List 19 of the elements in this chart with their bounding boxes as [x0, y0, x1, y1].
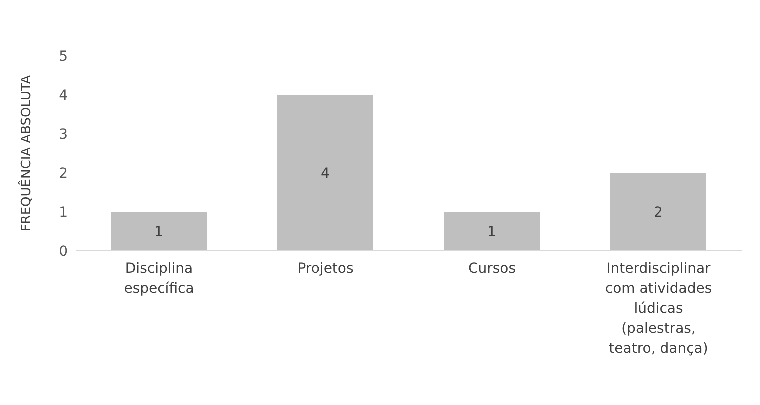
- bar: [111, 212, 207, 251]
- y-tick-label: 1: [59, 204, 68, 221]
- y-tick-label: 4: [59, 88, 68, 104]
- data-label: 1: [154, 224, 164, 240]
- x-tick-label: Interdisciplinar com atividades lúdicas (palestras, teatro, dança): [605, 261, 712, 357]
- y-tick-label: 2: [59, 166, 68, 182]
- y-axis-title: FREQUÊNCIA ABSOLUTA: [18, 75, 35, 232]
- data-label: 1: [488, 224, 496, 240]
- data-label: 2: [654, 204, 663, 221]
- y-tick-label: 0: [59, 244, 68, 260]
- bar: [610, 173, 706, 251]
- data-label: 4: [321, 166, 330, 182]
- y-tick-label: 5: [59, 48, 68, 65]
- x-tick-label: Cursos: [468, 261, 516, 277]
- bar: [444, 212, 540, 251]
- x-tick-label: Projetos: [298, 261, 354, 277]
- x-tick-label: Disciplina específica: [124, 261, 194, 297]
- y-tick-label: 3: [59, 126, 68, 143]
- bar: [278, 95, 374, 251]
